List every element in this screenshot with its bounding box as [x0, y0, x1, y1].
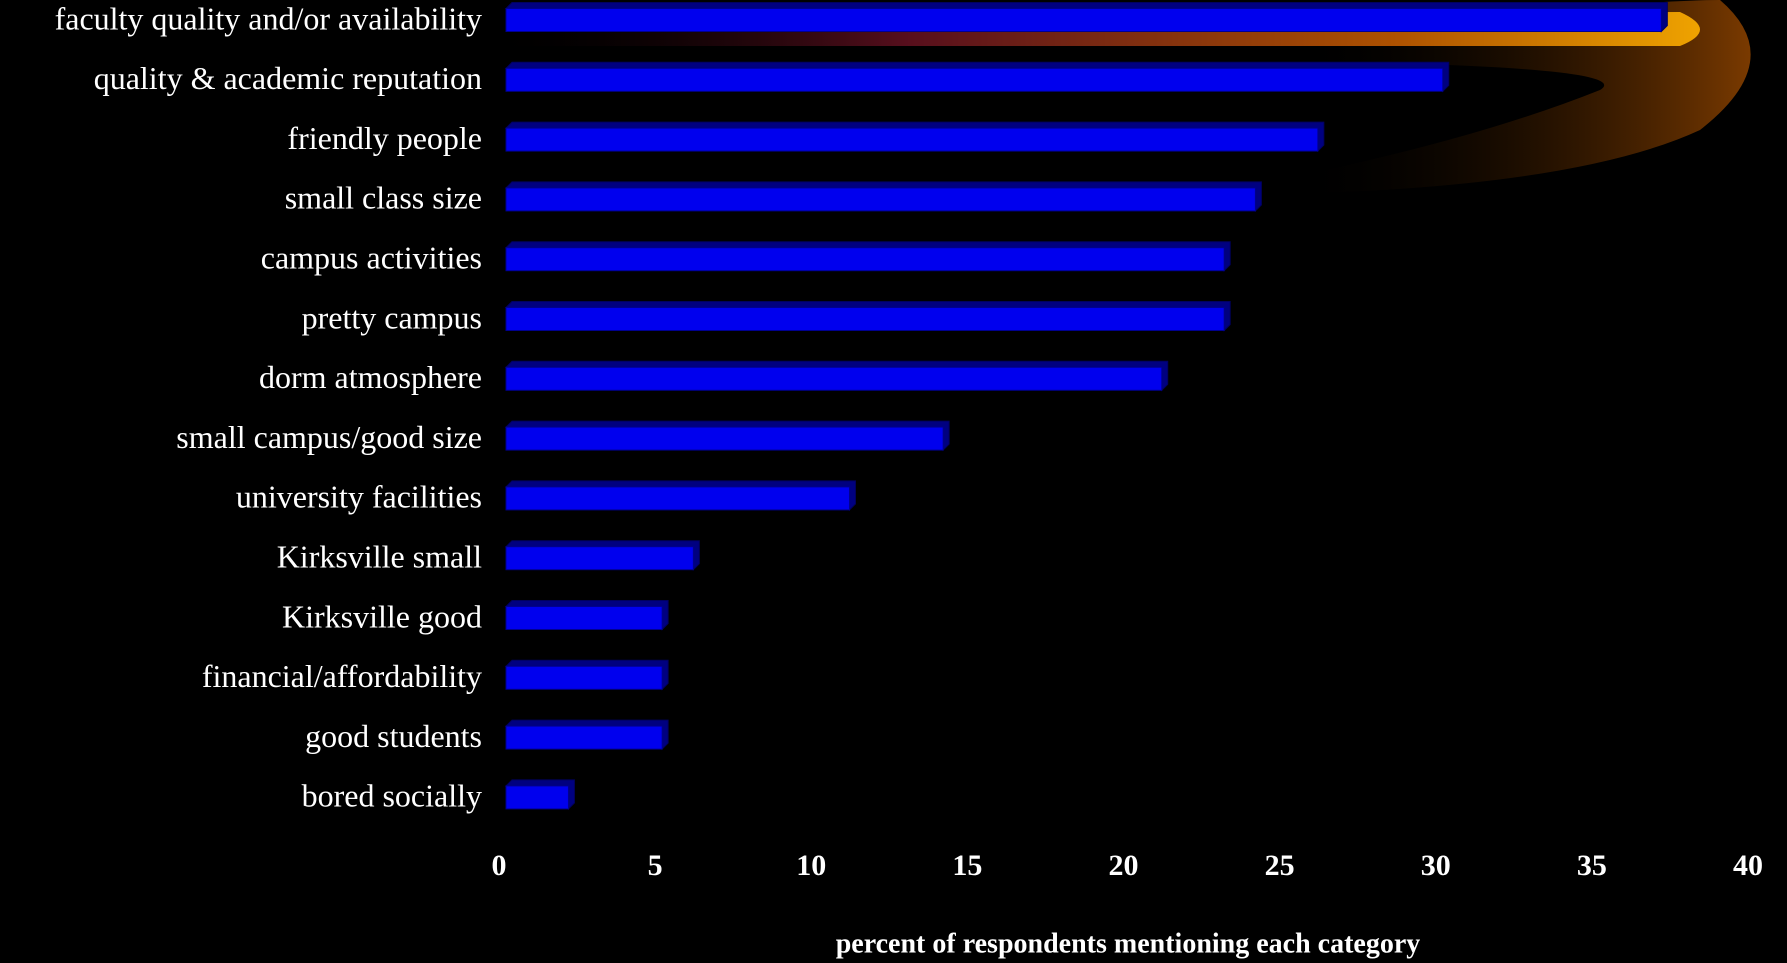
- y-tick-label: pretty campus: [302, 299, 482, 335]
- bar: [505, 127, 1319, 152]
- y-tick-label: small campus/good size: [176, 419, 482, 455]
- x-tick-label: 15: [952, 849, 982, 882]
- bar: [505, 785, 569, 810]
- y-tick-label: university facilities: [236, 479, 482, 515]
- y-tick-label: good students: [305, 718, 482, 754]
- y-tick-label: financial/affordability: [202, 658, 482, 694]
- y-tick-label: friendly people: [287, 120, 482, 156]
- bar: [505, 665, 663, 690]
- bar: [505, 187, 1256, 212]
- bar: [505, 546, 694, 571]
- x-axis-label: percent of respondents mentioning each c…: [836, 928, 1421, 959]
- x-tick-label: 40: [1733, 849, 1763, 882]
- bar: [505, 366, 1163, 391]
- decor-swoosh: [1100, 0, 1751, 195]
- x-tick-label: 35: [1577, 849, 1607, 882]
- x-tick-label: 30: [1421, 849, 1451, 882]
- y-tick-label: faculty quality and/or availability: [55, 0, 482, 36]
- y-tick-label: quality & academic reputation: [94, 60, 482, 96]
- bar: [505, 725, 663, 750]
- x-tick-label: 10: [796, 849, 826, 882]
- y-tick-label: campus activities: [261, 240, 482, 276]
- bar: [505, 606, 663, 630]
- bar: [505, 247, 1225, 272]
- y-tick-label: small class size: [285, 180, 482, 216]
- bar: [505, 486, 850, 511]
- y-tick-label: bored socially: [302, 778, 482, 814]
- x-tick-label: 25: [1265, 849, 1295, 882]
- y-tick-label: Kirksville good: [282, 598, 482, 634]
- y-tick-label: dorm atmosphere: [259, 359, 482, 395]
- bar: [505, 67, 1444, 92]
- bar: [505, 307, 1225, 331]
- x-tick-label: 5: [648, 849, 663, 882]
- bar: [505, 8, 1662, 32]
- x-tick-label: 20: [1109, 849, 1139, 882]
- y-tick-label: Kirksville small: [277, 539, 482, 575]
- bar: [505, 426, 944, 451]
- x-tick-label: 0: [492, 849, 507, 882]
